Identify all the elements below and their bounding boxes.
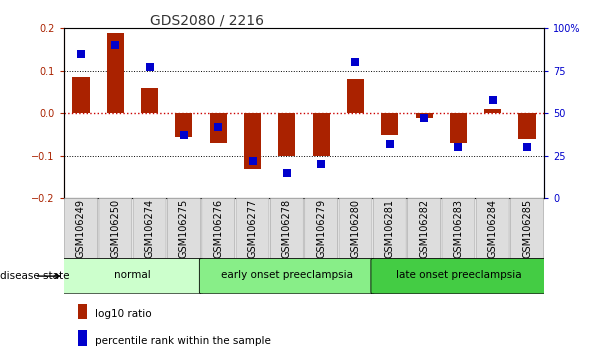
FancyBboxPatch shape xyxy=(133,198,166,258)
Text: GSM106250: GSM106250 xyxy=(110,199,120,258)
Point xyxy=(488,97,497,103)
Text: disease state: disease state xyxy=(0,271,69,281)
Bar xyxy=(313,113,330,156)
Point xyxy=(282,170,292,176)
FancyBboxPatch shape xyxy=(339,198,372,258)
Point xyxy=(351,59,361,65)
FancyBboxPatch shape xyxy=(511,198,544,258)
FancyBboxPatch shape xyxy=(99,198,132,258)
FancyBboxPatch shape xyxy=(271,198,303,258)
Text: GSM106276: GSM106276 xyxy=(213,199,223,258)
Text: GSM106281: GSM106281 xyxy=(385,199,395,258)
Bar xyxy=(141,88,158,113)
Bar xyxy=(175,113,193,137)
Text: late onset preeclampsia: late onset preeclampsia xyxy=(396,270,521,280)
Text: GSM106284: GSM106284 xyxy=(488,199,498,258)
Text: GSM106274: GSM106274 xyxy=(145,199,154,258)
Bar xyxy=(78,304,87,319)
FancyBboxPatch shape xyxy=(373,198,406,258)
Point xyxy=(454,144,463,150)
Point xyxy=(111,42,120,48)
Bar xyxy=(347,79,364,113)
Point xyxy=(247,158,257,164)
Point xyxy=(385,141,395,147)
FancyBboxPatch shape xyxy=(371,258,546,294)
FancyBboxPatch shape xyxy=(167,198,201,258)
Bar xyxy=(519,113,536,139)
Point xyxy=(76,51,86,57)
Bar xyxy=(72,77,89,113)
Text: normal: normal xyxy=(114,270,151,280)
Point xyxy=(419,115,429,121)
FancyBboxPatch shape xyxy=(202,198,235,258)
Point xyxy=(316,161,326,167)
Bar xyxy=(107,33,124,113)
Bar xyxy=(244,113,261,169)
Bar xyxy=(210,113,227,143)
FancyBboxPatch shape xyxy=(442,198,475,258)
FancyBboxPatch shape xyxy=(64,198,97,258)
Bar xyxy=(484,109,501,113)
Text: GSM106277: GSM106277 xyxy=(247,199,258,258)
FancyBboxPatch shape xyxy=(305,198,337,258)
Text: GSM106278: GSM106278 xyxy=(282,199,292,258)
Bar xyxy=(415,113,433,118)
Text: GSM106283: GSM106283 xyxy=(454,199,463,258)
FancyBboxPatch shape xyxy=(199,258,375,294)
FancyBboxPatch shape xyxy=(476,198,509,258)
Text: early onset preeclampsia: early onset preeclampsia xyxy=(221,270,353,280)
Point xyxy=(213,124,223,130)
Bar xyxy=(278,113,295,156)
Point xyxy=(145,64,154,70)
FancyBboxPatch shape xyxy=(407,198,441,258)
Point xyxy=(522,144,532,150)
Bar xyxy=(450,113,467,143)
Bar xyxy=(381,113,398,135)
Text: log10 ratio: log10 ratio xyxy=(95,309,151,319)
Text: GDS2080 / 2216: GDS2080 / 2216 xyxy=(150,13,264,27)
Text: percentile rank within the sample: percentile rank within the sample xyxy=(95,336,271,346)
FancyBboxPatch shape xyxy=(236,198,269,258)
Text: GSM106280: GSM106280 xyxy=(350,199,361,258)
FancyBboxPatch shape xyxy=(62,258,203,294)
Text: GSM106279: GSM106279 xyxy=(316,199,326,258)
Text: GSM106282: GSM106282 xyxy=(419,199,429,258)
Bar xyxy=(78,330,87,346)
Text: GSM106249: GSM106249 xyxy=(76,199,86,258)
Text: GSM106285: GSM106285 xyxy=(522,199,532,258)
Text: GSM106275: GSM106275 xyxy=(179,199,189,258)
Point xyxy=(179,132,188,138)
